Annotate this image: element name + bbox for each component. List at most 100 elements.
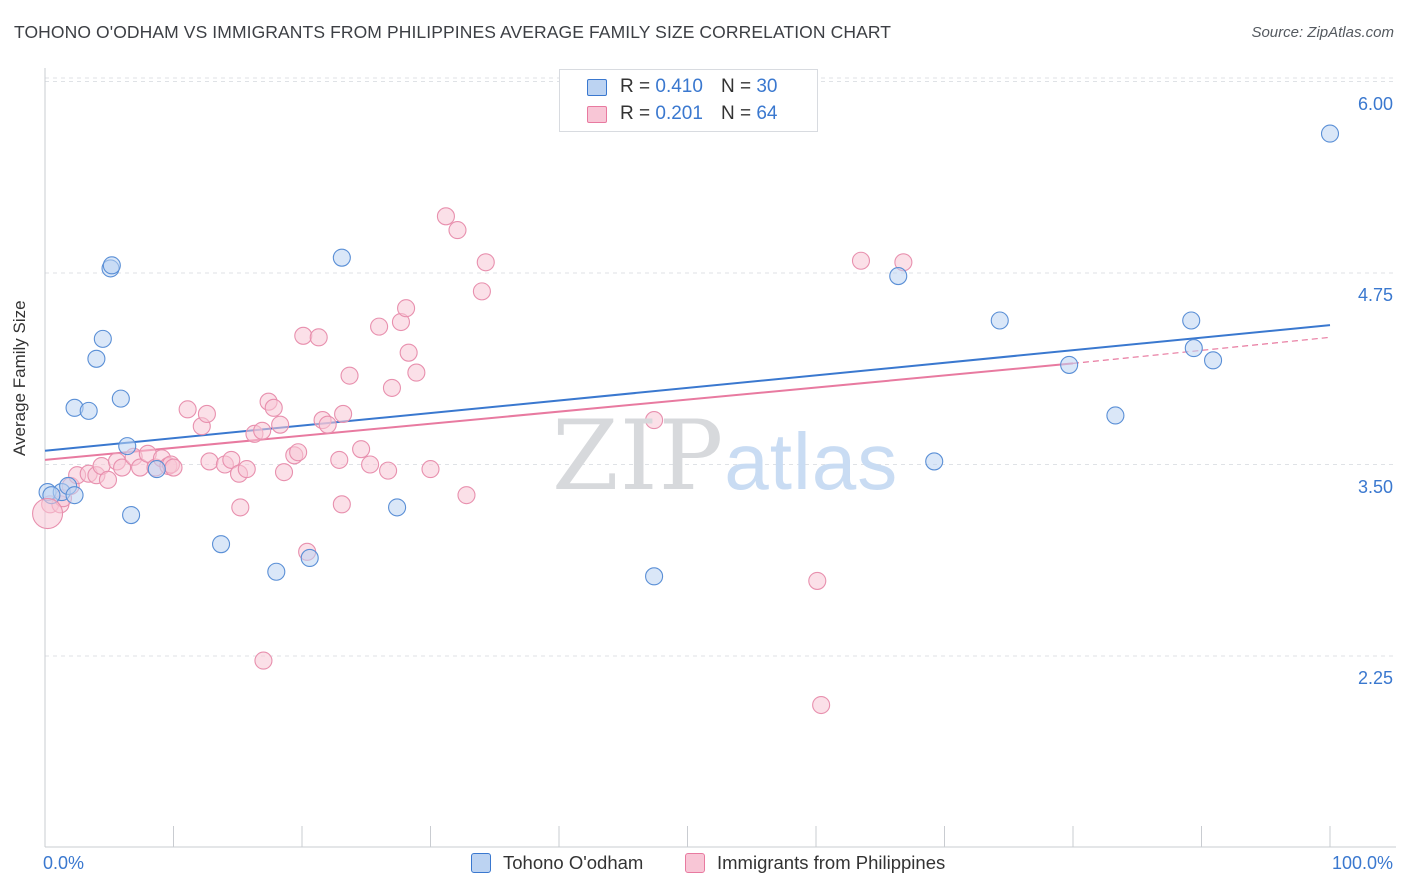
- point-tohono: [925, 452, 944, 471]
- y-tick-label: 4.75: [1357, 285, 1393, 305]
- legend-n-label: N =: [720, 103, 752, 124]
- point-tohono: [147, 460, 166, 479]
- point-philippines: [421, 460, 440, 479]
- point-tohono: [332, 248, 351, 267]
- source-label: Source: ZipAtlas.com: [1251, 24, 1394, 41]
- point-philippines: [274, 463, 294, 482]
- legend-swatch-blue: [587, 78, 607, 96]
- point-philippines: [361, 455, 380, 474]
- point-philippines: [294, 326, 313, 345]
- point-philippines: [237, 460, 256, 479]
- point-philippines: [370, 317, 389, 336]
- y-tick-label: 3.50: [1357, 476, 1393, 497]
- correlation-legend: R = 0.410 N = 30 R = 0.201 N = 64: [559, 69, 818, 132]
- point-philippines: [472, 282, 491, 301]
- point-philippines: [113, 458, 132, 477]
- point-philippines: [318, 415, 337, 434]
- point-philippines: [352, 440, 371, 459]
- point-philippines: [197, 404, 216, 423]
- trend-line-tohono: [44, 324, 1331, 452]
- point-tohono: [267, 562, 286, 581]
- point-tohono: [118, 437, 137, 456]
- series-swatch-blue: [471, 853, 491, 873]
- series-legend-label: Tohono O'odham: [503, 852, 644, 873]
- point-philippines: [254, 651, 273, 670]
- point-philippines: [334, 404, 353, 423]
- legend-r-label: R =: [620, 103, 651, 124]
- point-tohono: [111, 389, 130, 408]
- series-swatch-pink: [685, 853, 705, 873]
- x-tick-label-start: 0.0%: [43, 853, 85, 873]
- legend-n-value: 64: [756, 103, 778, 124]
- point-philippines: [812, 695, 831, 715]
- point-philippines: [222, 450, 241, 469]
- axes: [44, 68, 1396, 848]
- point-tohono: [388, 498, 407, 517]
- series-legend: Tohono O'odham Immigrants from Philippin…: [0, 852, 1406, 876]
- point-philippines: [289, 443, 308, 462]
- point-tohono: [1204, 351, 1223, 370]
- point-philippines: [178, 400, 197, 419]
- point-tohono: [645, 567, 664, 586]
- point-philippines: [808, 571, 827, 590]
- point-tohono: [211, 535, 231, 554]
- legend-r-label: R =: [620, 76, 651, 97]
- legend-row-philippines: R = 0.201 N = 64: [587, 103, 777, 125]
- point-tohono: [122, 506, 141, 525]
- point-philippines: [164, 458, 183, 477]
- point-tohono: [300, 548, 319, 568]
- chart-title: TOHONO O'ODHAM VS IMMIGRANTS FROM PHILIP…: [14, 22, 892, 42]
- point-philippines: [332, 495, 351, 514]
- trend-lines: [44, 324, 1331, 461]
- point-philippines: [271, 415, 290, 434]
- point-tohono: [889, 267, 908, 286]
- point-philippines: [253, 421, 272, 440]
- point-tohono: [1060, 355, 1079, 374]
- point-philippines-cluster: [32, 497, 64, 530]
- legend-r-value: 0.410: [655, 76, 703, 97]
- point-philippines: [407, 363, 426, 382]
- point-philippines: [340, 366, 359, 385]
- y-tick-label: 2.25: [1357, 668, 1393, 688]
- point-philippines: [399, 343, 418, 362]
- point-philippines: [330, 450, 349, 469]
- point-philippines: [457, 486, 476, 505]
- point-philippines: [309, 328, 328, 347]
- legend-n-value: 30: [756, 76, 778, 97]
- point-philippines: [448, 221, 467, 240]
- legend-r-value: 0.201: [655, 103, 703, 124]
- point-philippines: [851, 251, 871, 270]
- data-points: [32, 124, 1340, 715]
- point-tohono: [93, 329, 112, 348]
- point-philippines: [379, 461, 398, 480]
- trend-line-philippines-extension: [1072, 336, 1331, 364]
- point-philippines: [200, 452, 219, 471]
- y-axis-label: Average Family Size: [10, 300, 29, 456]
- series-legend-item-philippines: Immigrants from Philippines: [685, 852, 945, 874]
- point-philippines: [476, 253, 495, 272]
- point-philippines: [264, 398, 283, 417]
- point-philippines: [436, 207, 455, 226]
- point-tohono: [1184, 339, 1203, 358]
- point-tohono: [79, 401, 98, 420]
- point-tohono: [1106, 406, 1125, 425]
- point-tohono: [1320, 124, 1340, 143]
- legend-row-tohono: R = 0.410 N = 30: [587, 76, 777, 98]
- point-philippines: [397, 299, 416, 318]
- point-tohono: [102, 256, 121, 275]
- point-tohono: [990, 311, 1009, 330]
- point-tohono: [87, 349, 106, 368]
- point-tohono: [1182, 311, 1201, 330]
- point-philippines: [98, 470, 118, 489]
- trend-line-philippines: [44, 362, 1074, 461]
- point-tohono: [65, 486, 84, 505]
- series-legend-item-tohono: Tohono O'odham: [471, 852, 643, 874]
- y-tick-label: 6.00: [1357, 93, 1393, 114]
- series-legend-label: Immigrants from Philippines: [717, 852, 946, 873]
- point-philippines: [645, 411, 664, 430]
- grid-lines: [45, 77, 1396, 657]
- legend-swatch-pink: [587, 105, 607, 123]
- point-philippines: [231, 498, 250, 517]
- legend-n-label: N =: [720, 76, 752, 97]
